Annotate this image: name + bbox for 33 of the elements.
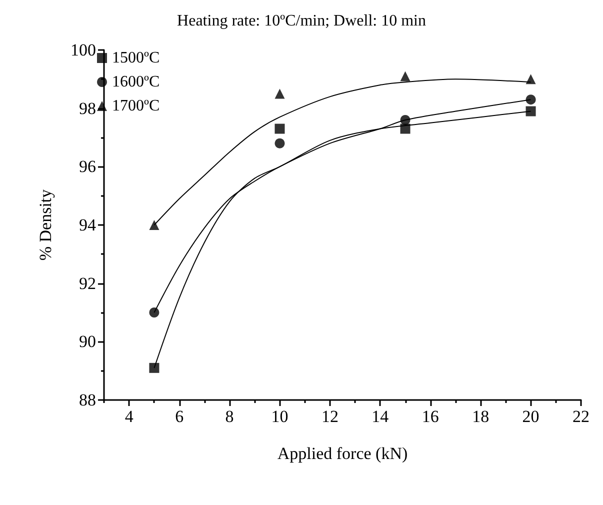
y-tick-label: 98 <box>79 98 96 118</box>
point <box>526 106 536 116</box>
point <box>274 88 285 99</box>
point <box>274 138 285 148</box>
y-tick-label: 92 <box>79 274 96 293</box>
x-tick-label: 12 <box>321 407 338 426</box>
y-tick-label: 100 <box>70 40 96 60</box>
x-tick-label: 6 <box>175 407 184 426</box>
point <box>400 71 410 82</box>
point <box>149 220 160 230</box>
legend-label: 1500ºC <box>112 50 160 66</box>
point <box>526 74 536 84</box>
y-axis-title: % Density <box>36 188 55 261</box>
x-tick-label: 10 <box>271 407 288 426</box>
x-tick-label: 18 <box>472 407 490 426</box>
x-tick-label: 16 <box>422 407 439 426</box>
y-tick-label: 96 <box>79 157 96 176</box>
legend-label: 1600ºC <box>112 74 160 90</box>
point <box>274 124 285 134</box>
legend-label: 1700ºC <box>112 98 160 114</box>
chart-title: Heating rate: 10ºC/min; Dwell: 10 min <box>177 12 426 30</box>
x-tick-label: 8 <box>225 407 234 426</box>
point <box>149 362 160 373</box>
point <box>149 308 160 318</box>
point <box>526 94 536 105</box>
x-axis-title: Applied force (kN) <box>277 444 408 463</box>
x-tick-label: 14 <box>372 407 390 426</box>
x-tick-label: 4 <box>124 407 134 426</box>
x-tick-label: 22 <box>572 407 590 426</box>
y-tick-label: 88 <box>79 390 96 410</box>
x-tick-label: 20 <box>522 407 540 426</box>
y-tick-label: 90 <box>79 332 96 352</box>
y-tick-label: 94 <box>79 216 96 234</box>
